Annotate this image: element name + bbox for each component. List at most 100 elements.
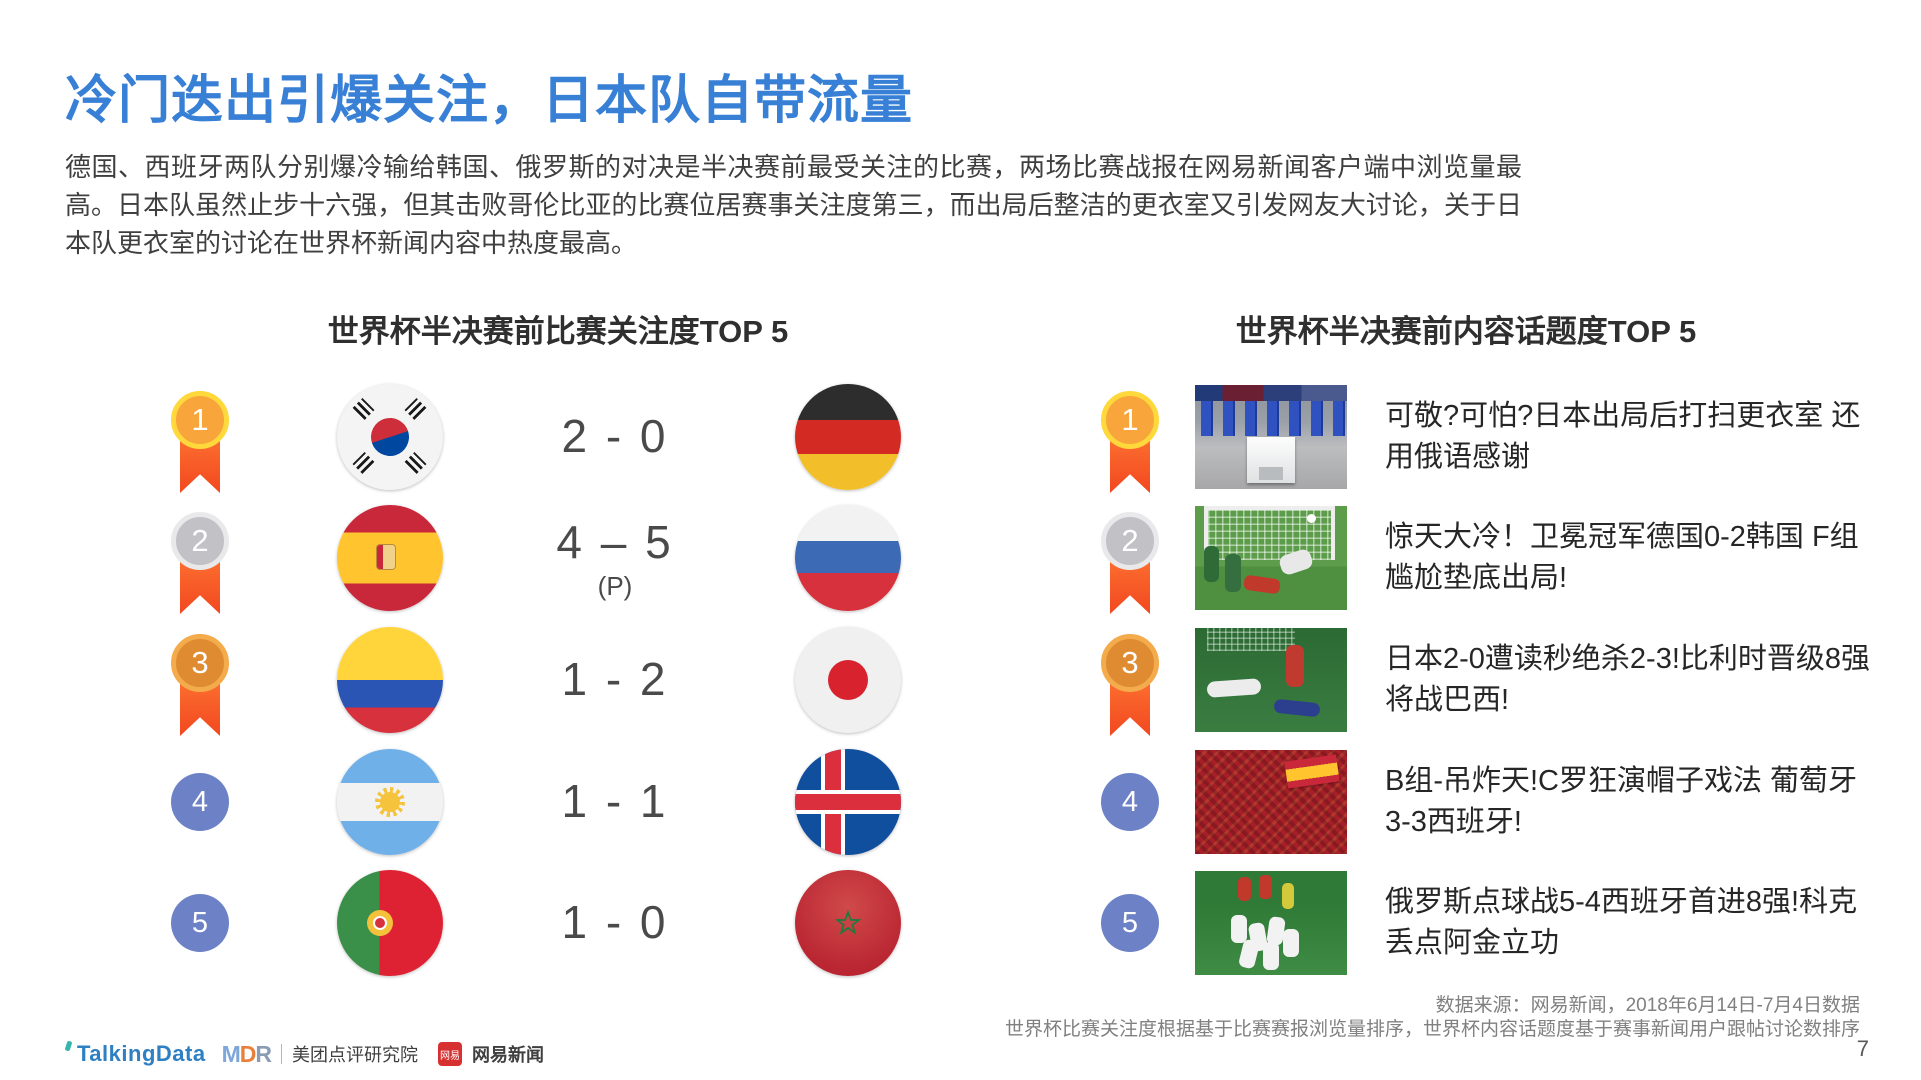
rank-2-silver-medal-icon: 2 bbox=[1101, 512, 1159, 622]
player-red bbox=[1286, 644, 1305, 687]
right-panel-header: 世界杯半决赛前内容话题度TOP 5 bbox=[1235, 314, 1697, 349]
mdr-d: D bbox=[239, 1040, 257, 1067]
morocco-star bbox=[834, 909, 862, 941]
score-text: 1 - 2 bbox=[561, 653, 669, 705]
rank-number: 1 bbox=[171, 391, 229, 449]
flag-russia-icon bbox=[795, 505, 901, 611]
rank-number: 5 bbox=[171, 894, 229, 952]
match-row-5: 5 1 - 0 bbox=[0, 863, 1921, 983]
locker-shelf bbox=[1258, 467, 1284, 480]
flag-germany-icon bbox=[795, 384, 901, 490]
score-cell: 1 - 1 bbox=[505, 742, 725, 862]
news-photo-players-down bbox=[1195, 628, 1347, 732]
news-photo-goal-scene bbox=[1195, 506, 1347, 610]
news-photo-locker-room bbox=[1195, 385, 1347, 489]
rank-number: 4 bbox=[1101, 773, 1159, 831]
ball bbox=[1307, 514, 1317, 524]
rank-4-badge: 4 bbox=[171, 773, 229, 831]
rank-number: 4 bbox=[171, 773, 229, 831]
referee bbox=[1281, 883, 1294, 910]
news-headline: B组-吊炸天!C罗狂演帽子戏法 葡萄牙3-3西班牙! bbox=[1385, 765, 1858, 838]
japan-sun-disc bbox=[828, 660, 868, 700]
rank-number: 2 bbox=[1101, 512, 1159, 570]
talkingdata-tick-icon bbox=[64, 1040, 73, 1052]
news-headline: 可敬?可怕?日本出局后打扫更衣室 还用俄语感谢 bbox=[1385, 400, 1861, 473]
score-cell: 1 - 0 bbox=[505, 863, 725, 983]
player-white bbox=[1263, 941, 1280, 970]
goalkeeper-lying bbox=[1206, 678, 1262, 698]
score-cell: 4 – 5 (P) bbox=[505, 498, 725, 618]
player-white bbox=[1237, 938, 1260, 970]
score-text: 1 - 1 bbox=[561, 775, 669, 827]
news-row-1: 1 可敬?可怕?日本出局后打扫更衣室 还用俄语感谢 bbox=[0, 377, 1921, 497]
player-red bbox=[1237, 877, 1251, 902]
flag-iceland-icon bbox=[795, 749, 901, 855]
player-white bbox=[1231, 914, 1248, 943]
score-text: 1 - 0 bbox=[561, 896, 669, 948]
match-row-1: 1 2 - 0 bbox=[0, 377, 1921, 497]
news-row-4: 4 B组-吊炸天!C罗狂演帽子戏法 葡萄牙3-3西班牙! bbox=[0, 742, 1921, 862]
news-row-3: 3 日本2-0遭读秒绝杀2-3!比利时晋级8强将战巴西! bbox=[0, 620, 1921, 740]
news-headline: 俄罗斯点球战5-4西班牙首进8强!科克丢点阿金立功 bbox=[1385, 886, 1858, 959]
sun-core bbox=[380, 792, 400, 812]
rank-1-gold-medal-icon: 1 bbox=[171, 391, 229, 501]
netease-logo-icon: 网易 bbox=[437, 1042, 462, 1066]
page-number: 7 bbox=[1856, 1036, 1869, 1061]
news-photo-red-crowd bbox=[1195, 750, 1347, 854]
meituan-dianping-institute-label: 美团点评研究院 bbox=[291, 1045, 418, 1065]
player bbox=[1204, 545, 1220, 582]
score-cell: 2 - 0 bbox=[505, 377, 725, 497]
player-blue-lying bbox=[1273, 698, 1321, 718]
portugal-shield bbox=[373, 916, 387, 930]
news-row-5: 5 俄罗斯点球战5-4西班牙首进8强!科克丢点阿金立功 bbox=[0, 863, 1921, 983]
goal-net bbox=[1204, 506, 1335, 561]
score-cell: 1 - 2 bbox=[505, 620, 725, 740]
rank-5-badge: 5 bbox=[1101, 894, 1159, 952]
mdr-logo: MDR bbox=[221, 1040, 272, 1068]
mdr-m: M bbox=[221, 1040, 241, 1067]
news-row-2: 2 惊天大冷！卫冕冠军德国0-2韩国 F组尴尬垫底出局! bbox=[0, 498, 1921, 618]
player-white bbox=[1283, 929, 1300, 958]
nordic-cross-horizontal bbox=[795, 790, 901, 814]
news-headline: 惊天大冷！卫冕冠军德国0-2韩国 F组尴尬垫底出局! bbox=[1385, 521, 1859, 594]
spain-crest bbox=[377, 545, 395, 569]
intro-paragraph: 德国、西班牙两队分别爆冷输给韩国、俄罗斯的对决是半决赛前最受关注的比赛，两场比赛… bbox=[65, 152, 1522, 258]
flag-colombia-icon bbox=[337, 627, 443, 733]
rank-number: 3 bbox=[1101, 634, 1159, 692]
match-row-2: 2 4 – 5 (P) bbox=[0, 498, 1921, 618]
netease-news-label: 网易新闻 bbox=[471, 1045, 544, 1065]
rank-number: 5 bbox=[1101, 894, 1159, 952]
left-panel-header: 世界杯半决赛前比赛关注度TOP 5 bbox=[327, 314, 789, 349]
flag-morocco-icon bbox=[795, 870, 901, 976]
rank-5-badge: 5 bbox=[171, 894, 229, 952]
rank-4-badge: 4 bbox=[1101, 773, 1159, 831]
player bbox=[1225, 553, 1242, 592]
flag-south-korea-icon bbox=[337, 384, 443, 490]
rank-1-gold-medal-icon: 1 bbox=[1101, 391, 1159, 501]
talkingdata-logo: TalkingData bbox=[77, 1041, 206, 1066]
match-row-3: 3 1 - 2 bbox=[0, 620, 1921, 740]
news-headline: 日本2-0遭读秒绝杀2-3!比利时晋级8强将战巴西! bbox=[1385, 643, 1871, 716]
score-note: (P) bbox=[597, 570, 633, 601]
footer-logos: TalkingData MDR 美团点评研究院 网易 网易新闻 bbox=[64, 1038, 544, 1070]
logo-divider bbox=[280, 1044, 282, 1064]
rank-3-bronze-medal-icon: 3 bbox=[171, 634, 229, 744]
match-row-4: 4 1 - 1 bbox=[0, 742, 1921, 862]
rank-number: 1 bbox=[1101, 391, 1159, 449]
page-title: 冷门迭出引爆关注，日本队自带流量 bbox=[65, 72, 914, 130]
rank-number: 2 bbox=[171, 512, 229, 570]
score-text: 2 - 0 bbox=[561, 410, 669, 462]
spain-flag-in-crowd bbox=[1284, 754, 1340, 789]
rank-number: 3 bbox=[171, 634, 229, 692]
methodology-line: 世界杯比赛关注度根据基于比赛赛报浏览量排序，世界杯内容话题度基于赛事新闻用户跟帖… bbox=[1004, 1019, 1860, 1040]
flag-japan-icon bbox=[795, 627, 901, 733]
locker-jerseys bbox=[1195, 400, 1347, 436]
news-photo-celebration bbox=[1195, 871, 1347, 975]
rank-2-silver-medal-icon: 2 bbox=[171, 512, 229, 622]
player bbox=[1242, 574, 1281, 595]
player-red bbox=[1258, 875, 1272, 900]
rank-3-bronze-medal-icon: 3 bbox=[1101, 634, 1159, 744]
goal-net bbox=[1207, 628, 1296, 651]
mdr-r: R bbox=[255, 1040, 272, 1067]
